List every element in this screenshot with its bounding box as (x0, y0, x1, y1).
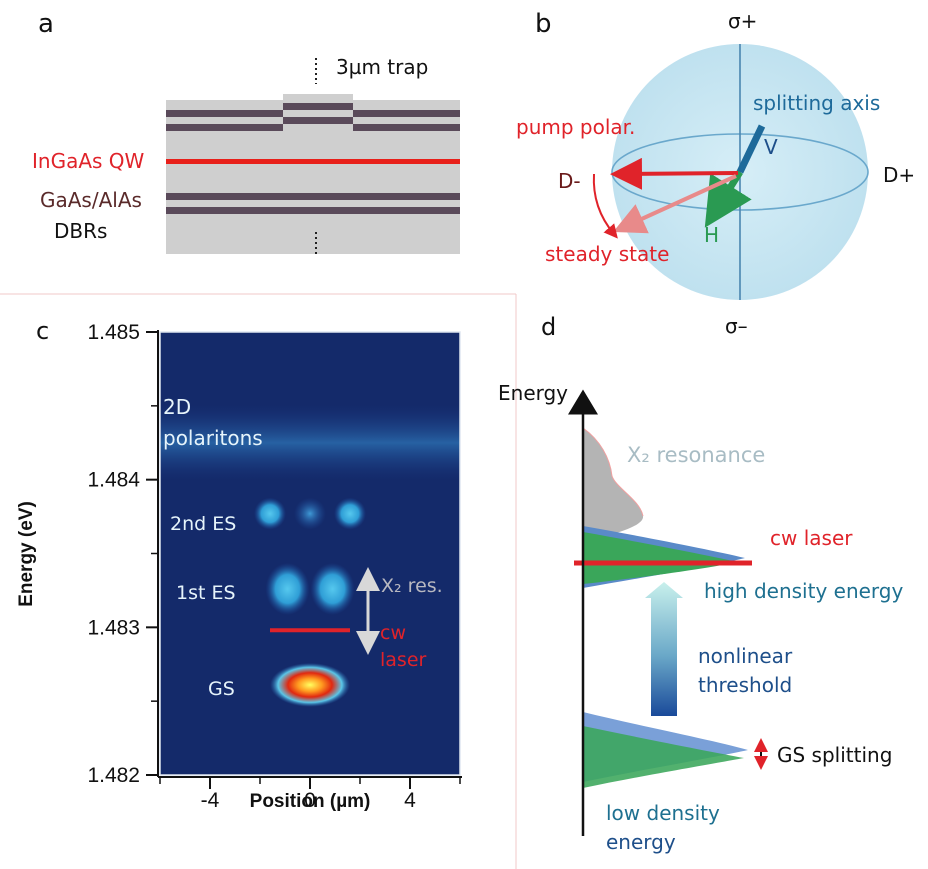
trap-label: 3µm trap (336, 55, 428, 79)
gs-green-peak (583, 726, 744, 788)
dbr-label-1: GaAs/AlAs (40, 188, 142, 212)
mode-1st-es (310, 562, 355, 615)
x-tick-labels: -4 0 4 (201, 789, 417, 812)
splitting-axis-label: splitting axis (753, 91, 880, 115)
qw-label: InGaAs QW (32, 149, 145, 173)
energy-axis-label: Energy (498, 381, 568, 405)
panel-b: b σ+ σ– D+ D- V H splitting axis pump po… (516, 9, 915, 338)
steady-state-label: steady state (545, 242, 669, 266)
mode-2nd-es (294, 497, 326, 530)
y-tick-label: 1.484 (87, 469, 140, 492)
panel-b-letter: b (535, 9, 552, 39)
polaritons-label-1: 2D (163, 395, 191, 419)
splitting-axis-h (704, 170, 752, 228)
nonlinear-label-1: nonlinear (698, 644, 793, 668)
high-density-green-peak (583, 532, 738, 584)
pump-polarization-arrow (610, 157, 739, 190)
microcavity-structure (166, 58, 460, 254)
cw-label-2: laser (380, 649, 427, 671)
gs-splitting-label: GS splitting (777, 743, 892, 767)
polariton-band (160, 404, 460, 481)
rotation-arrow (592, 173, 618, 239)
heatmap-marks (160, 404, 460, 707)
dbr-label-2: DBRs (54, 219, 107, 243)
mode-1st-es (265, 562, 310, 615)
low-density-label-2: energy (606, 830, 676, 854)
x2-resonance-lobe (583, 428, 644, 540)
mode-2nd-es (334, 497, 366, 530)
nonlinear-label-2: threshold (698, 673, 792, 697)
cw-label-1: cw (380, 622, 406, 644)
panel-a-letter: a (38, 9, 54, 39)
splitting-axis-v (736, 124, 766, 174)
quantum-well-line (166, 159, 460, 164)
steady-state-arrow (613, 174, 737, 234)
y-tick-labels: 1.482 1.483 1.484 1.485 (87, 321, 140, 787)
x2-resonance-label: X₂ resonance (627, 443, 765, 467)
x-axis-label: Position (µm) (250, 791, 371, 812)
mode-gs (270, 662, 350, 707)
es1-label: 1st ES (176, 582, 236, 604)
v-label: V (764, 135, 778, 159)
axis-ticks (146, 331, 461, 789)
x2-res-label: X₂ res. (381, 575, 443, 597)
y-tick-label: 1.485 (87, 321, 140, 344)
d-minus-label: D- (558, 169, 581, 193)
es2-label: 2nd ES (170, 513, 236, 535)
nonlinear-threshold-arrow (645, 582, 683, 716)
high-density-label: high density energy (704, 579, 904, 603)
x-tick-label: 4 (404, 789, 416, 812)
panel-a: a 3µm trap InGaAs QW GaAs/AlAs DBRs (32, 9, 460, 254)
y-axis-label: Energy (eV) (16, 501, 37, 607)
mode-2nd-es (254, 497, 286, 530)
panel-d: d Energy X₂ resonance cw laser high dens… (498, 313, 904, 854)
panel-c: c 1.482 1.483 1.484 1.485 -4 0 4 Positio… (0, 293, 517, 869)
low-density-label-1: low density (606, 801, 720, 825)
sigma-plus-label: σ+ (728, 9, 757, 33)
x-tick-label: -4 (201, 789, 220, 812)
gs-label: GS (208, 678, 235, 700)
polaritons-label-2: polaritons (163, 426, 263, 450)
sigma-minus-label: σ– (725, 314, 748, 338)
cw-laser-label: cw laser (770, 526, 853, 550)
y-tick-label: 1.483 (87, 616, 140, 639)
x-tick-label: 0 (304, 789, 316, 812)
panel-c-letter: c (36, 317, 49, 345)
d-plus-label: D+ (883, 163, 915, 187)
panel-d-letter: d (541, 313, 556, 341)
h-label: H (704, 223, 719, 247)
heatmap-background (160, 332, 460, 775)
y-tick-label: 1.482 (87, 764, 140, 787)
pump-polar-label: pump polar. (516, 115, 635, 139)
